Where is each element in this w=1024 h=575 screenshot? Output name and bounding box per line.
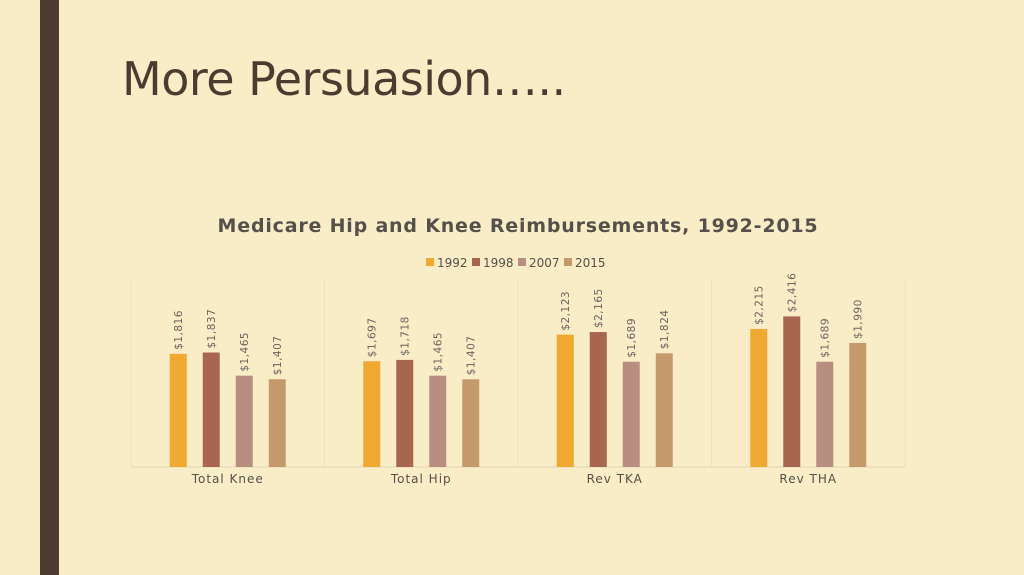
data-label: $1,990 xyxy=(853,299,865,339)
plot-frame xyxy=(130,280,906,468)
bar-1998-total-knee xyxy=(202,352,220,467)
slide-title: More Persuasion….. xyxy=(122,52,566,106)
data-label: $2,416 xyxy=(787,273,799,313)
legend-label-2007: 2007 xyxy=(529,256,560,270)
data-label: $2,165 xyxy=(593,288,605,328)
legend-swatch-1992 xyxy=(426,258,434,266)
bar-2007-rev-tka xyxy=(622,361,640,467)
bar-1992-rev-tka xyxy=(556,334,574,467)
bar-2007-total-knee xyxy=(235,375,253,467)
legend-swatch-2015 xyxy=(564,258,572,266)
category-label: Rev TKA xyxy=(587,472,643,486)
data-label: $1,689 xyxy=(626,318,638,358)
data-label: $1,465 xyxy=(239,332,251,372)
data-label: $2,215 xyxy=(754,285,766,325)
data-label: $1,824 xyxy=(659,310,671,350)
data-label: $1,837 xyxy=(206,309,218,349)
legend-swatch-1998 xyxy=(472,258,480,266)
legend-label-1992: 1992 xyxy=(437,256,468,270)
data-label: $1,407 xyxy=(466,336,478,376)
category-label: Total Knee xyxy=(191,472,264,486)
category-labels: Total Knee Total Hip Rev TKA Rev THA xyxy=(191,472,837,486)
bar-2015-total-knee xyxy=(268,379,286,467)
data-label: $2,123 xyxy=(560,291,572,331)
category-label: Rev THA xyxy=(779,472,837,486)
bar-1992-rev-tha xyxy=(750,328,768,467)
bars-group: $1,816 $1,837 $1,465 $1,407 $1,697 $1,718 $1,4… xyxy=(169,273,867,467)
chart-title: Medicare Hip and Knee Reimbursements, 19… xyxy=(218,215,819,237)
data-label: $1,816 xyxy=(173,310,185,350)
bar-1998-rev-tka xyxy=(589,332,607,467)
data-label: $1,407 xyxy=(272,336,284,376)
chart-legend: 1992 1998 2007 2015 xyxy=(426,256,606,270)
bar-1998-total-hip xyxy=(396,359,414,467)
side-accent-bar xyxy=(40,0,59,575)
bar-2015-rev-tha xyxy=(849,342,867,467)
data-label: $1,718 xyxy=(400,316,412,356)
legend-swatch-2007 xyxy=(518,258,526,266)
data-label: $1,465 xyxy=(433,332,445,372)
bar-1998-rev-tha xyxy=(783,316,801,467)
legend-label-1998: 1998 xyxy=(483,256,514,270)
data-label: $1,689 xyxy=(820,318,832,358)
bar-1992-total-hip xyxy=(363,361,381,467)
data-label: $1,697 xyxy=(367,317,379,357)
bar-2015-total-hip xyxy=(462,379,480,467)
bar-2007-rev-tha xyxy=(816,361,834,467)
category-label: Total Hip xyxy=(390,472,452,486)
legend-label-2015: 2015 xyxy=(575,256,606,270)
bar-1992-total-knee xyxy=(169,353,187,467)
bar-2015-rev-tka xyxy=(655,353,673,467)
bar-2007-total-hip xyxy=(429,375,447,467)
